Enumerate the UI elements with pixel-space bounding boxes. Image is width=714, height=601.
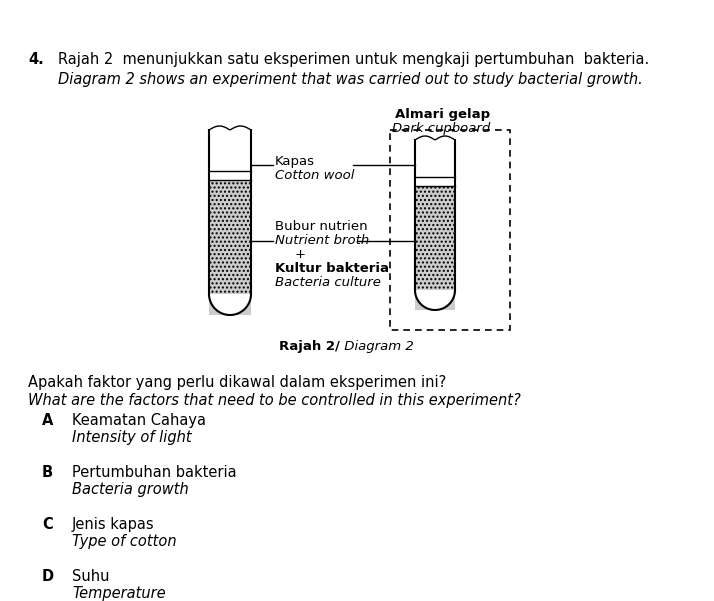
Text: Nutrient broth: Nutrient broth <box>275 234 369 247</box>
Text: Temperature: Temperature <box>72 586 166 601</box>
Text: Suhu: Suhu <box>72 569 109 584</box>
Text: Kultur bakteria: Kultur bakteria <box>275 262 389 275</box>
Text: Apakah faktor yang perlu dikawal dalam eksperimen ini?: Apakah faktor yang perlu dikawal dalam e… <box>28 375 446 390</box>
Text: D: D <box>42 569 54 584</box>
Text: Dark cupboard: Dark cupboard <box>392 122 490 135</box>
Text: Cotton wool: Cotton wool <box>275 169 354 182</box>
Text: Jenis kapas: Jenis kapas <box>72 517 155 532</box>
Text: Type of cotton: Type of cotton <box>72 534 176 549</box>
Text: +: + <box>295 248 306 261</box>
Bar <box>209 180 251 294</box>
Text: Bacteria culture: Bacteria culture <box>275 276 381 289</box>
Text: Intensity of light: Intensity of light <box>72 430 191 445</box>
Text: Rajah 2  menunjukkan satu eksperimen untuk mengkaji pertumbuhan  bakteria.: Rajah 2 menunjukkan satu eksperimen untu… <box>58 52 649 67</box>
Text: 4.: 4. <box>28 52 44 67</box>
Text: Diagram 2 shows an experiment that was carried out to study bacterial growth.: Diagram 2 shows an experiment that was c… <box>58 72 643 87</box>
Text: Bubur nutrien: Bubur nutrien <box>275 220 368 233</box>
Text: Keamatan Cahaya: Keamatan Cahaya <box>72 413 206 428</box>
Text: B: B <box>42 465 53 480</box>
FancyBboxPatch shape <box>390 130 510 330</box>
Text: What are the factors that need to be controlled in this experiment?: What are the factors that need to be con… <box>28 393 521 408</box>
Text: Almari gelap: Almari gelap <box>395 108 490 121</box>
Text: Rajah 2/: Rajah 2/ <box>279 340 340 353</box>
Text: Bacteria growth: Bacteria growth <box>72 482 188 497</box>
Text: A: A <box>42 413 54 428</box>
Text: Diagram 2: Diagram 2 <box>340 340 413 353</box>
Text: Kapas: Kapas <box>275 155 315 168</box>
Text: C: C <box>42 517 53 532</box>
Text: Pertumbuhan bakteria: Pertumbuhan bakteria <box>72 465 236 480</box>
Bar <box>415 186 455 290</box>
